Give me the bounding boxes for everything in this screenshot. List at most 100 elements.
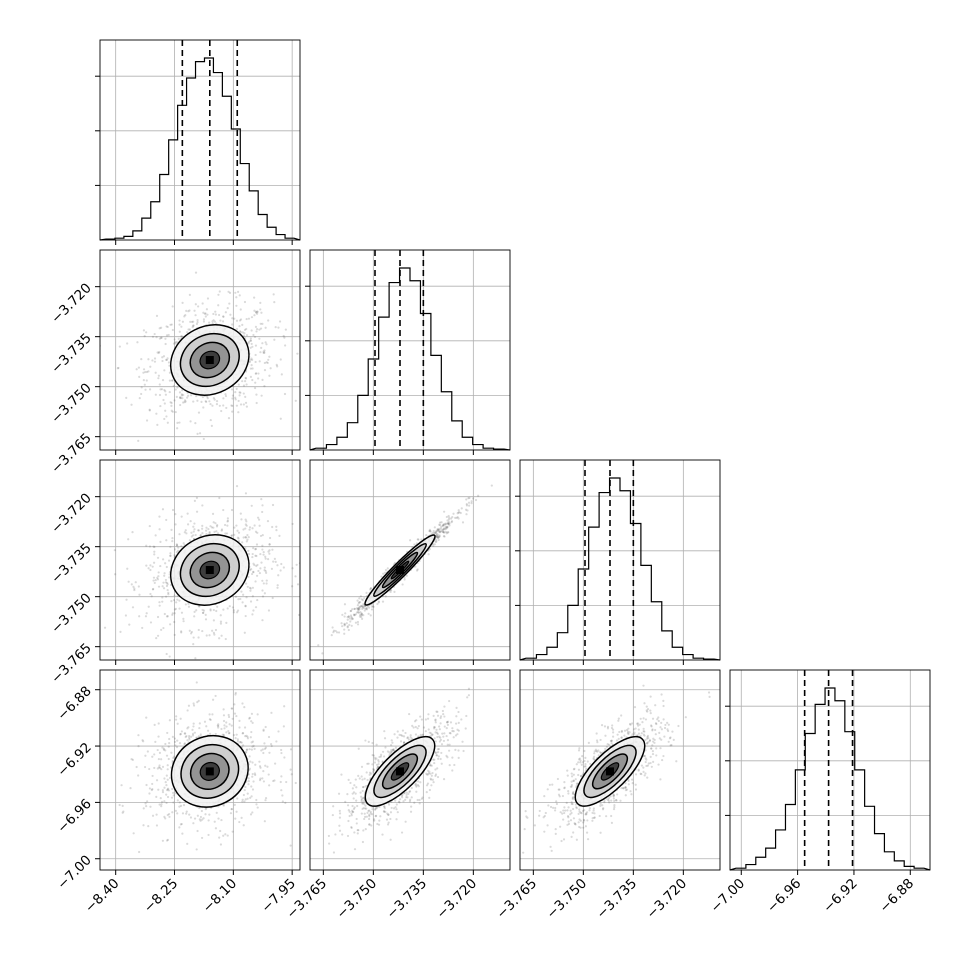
panel-frame-1-1 bbox=[309, 249, 511, 451]
scatter-point bbox=[227, 715, 231, 719]
scatter-point bbox=[137, 734, 140, 737]
scatter-point bbox=[343, 622, 346, 625]
scatter-point bbox=[252, 609, 255, 612]
scatter-point bbox=[446, 526, 449, 529]
scatter-point bbox=[247, 549, 250, 552]
scatter-point bbox=[634, 788, 638, 791]
scatter-point bbox=[364, 739, 367, 742]
scatter-point bbox=[227, 732, 231, 735]
scatter-point bbox=[244, 523, 247, 526]
scatter-point bbox=[164, 742, 167, 746]
scatter-point bbox=[196, 319, 199, 322]
scatter-point bbox=[179, 717, 182, 720]
scatter-point bbox=[185, 810, 188, 813]
scatter-point bbox=[371, 741, 374, 745]
scatter-point bbox=[253, 335, 257, 339]
scatter-point bbox=[444, 530, 448, 534]
scatter-point bbox=[259, 322, 262, 325]
scatter-point bbox=[212, 521, 215, 524]
scatter-point bbox=[425, 772, 428, 775]
scatter-point bbox=[346, 615, 349, 619]
scatter-point bbox=[588, 809, 591, 812]
scatter-point bbox=[435, 728, 438, 731]
scatter-point bbox=[194, 422, 197, 425]
scatter-point bbox=[168, 379, 172, 382]
scatter-point bbox=[599, 751, 603, 755]
scatter-point bbox=[264, 326, 267, 329]
scatter-point bbox=[251, 367, 254, 370]
scatter-point bbox=[247, 575, 250, 579]
scatter-point bbox=[183, 732, 186, 735]
scatter-point bbox=[657, 716, 660, 719]
scatter-point bbox=[442, 735, 445, 738]
scatter-point bbox=[364, 804, 367, 807]
scatter-point bbox=[394, 799, 397, 802]
scatter-point bbox=[457, 729, 460, 732]
scatter-point bbox=[219, 843, 223, 846]
scatter-point bbox=[434, 740, 437, 743]
scatter-point bbox=[233, 703, 236, 706]
scatter-point bbox=[167, 757, 170, 761]
scatter-point bbox=[341, 625, 344, 628]
scatter-point bbox=[353, 806, 356, 809]
scatter-point bbox=[258, 524, 261, 527]
scatter-point bbox=[227, 713, 230, 717]
scatter-point bbox=[147, 567, 150, 570]
scatter-point bbox=[166, 789, 169, 792]
scatter-point bbox=[261, 748, 264, 751]
scatter-point bbox=[241, 702, 244, 705]
scatter-point bbox=[446, 721, 449, 724]
scatter-point bbox=[424, 718, 427, 721]
scatter-point bbox=[364, 607, 367, 610]
scatter-point bbox=[533, 824, 536, 827]
scatter-point bbox=[199, 819, 202, 822]
scatter-point bbox=[268, 543, 271, 546]
scatter-point bbox=[183, 742, 187, 745]
scatter-point bbox=[178, 396, 182, 399]
scatter-point bbox=[376, 822, 379, 826]
scatter-point bbox=[209, 418, 212, 422]
scatter-point bbox=[163, 800, 166, 803]
scatter-point bbox=[208, 813, 211, 816]
scatter-point bbox=[579, 819, 582, 822]
scatter-point bbox=[156, 423, 159, 426]
scatter-point bbox=[222, 404, 225, 407]
scatter-point bbox=[382, 810, 386, 813]
scatter-point bbox=[272, 293, 275, 296]
scatter-point bbox=[364, 785, 367, 788]
scatter-point bbox=[421, 796, 424, 799]
scatter-point bbox=[249, 587, 252, 590]
scatter-point bbox=[215, 811, 218, 814]
scatter-point bbox=[446, 739, 450, 742]
scatter-point bbox=[166, 813, 169, 817]
scatter-point bbox=[250, 342, 253, 346]
scatter-point bbox=[446, 525, 449, 528]
scatter-point bbox=[347, 819, 350, 823]
scatter-point bbox=[448, 699, 451, 703]
scatter-point bbox=[438, 735, 441, 738]
scatter-point bbox=[613, 806, 616, 809]
scatter-point bbox=[198, 605, 201, 608]
scatter-point bbox=[343, 623, 347, 626]
scatter-point bbox=[640, 772, 643, 776]
scatter-point bbox=[428, 788, 431, 792]
scatter-point bbox=[651, 717, 655, 720]
scatter-point bbox=[168, 776, 172, 780]
scatter-point bbox=[153, 581, 156, 585]
scatter-point bbox=[439, 527, 442, 530]
scatter-point bbox=[406, 736, 409, 739]
scatter-point bbox=[127, 580, 130, 583]
scatter-point bbox=[152, 576, 156, 579]
scatter-point bbox=[162, 581, 165, 584]
ytick-label-1-0: −3.765 bbox=[48, 430, 95, 477]
scatter-point bbox=[236, 739, 240, 743]
scatter-point bbox=[249, 337, 252, 340]
scatter-point bbox=[204, 813, 207, 816]
scatter-point bbox=[371, 763, 374, 766]
scatter-point bbox=[354, 621, 358, 624]
scatter-point bbox=[249, 569, 252, 572]
scatter-point bbox=[284, 328, 287, 331]
scatter-point bbox=[444, 522, 447, 525]
scatter-point bbox=[184, 314, 187, 317]
scatter-point bbox=[153, 360, 157, 363]
